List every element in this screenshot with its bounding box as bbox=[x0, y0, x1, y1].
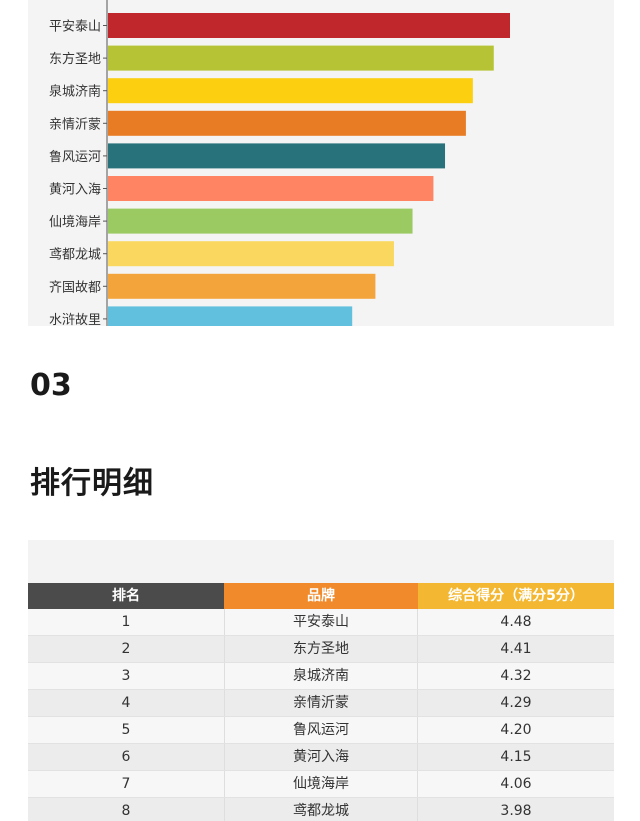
section-title: 排行明细 bbox=[30, 466, 154, 501]
cell-rank: 2 bbox=[121, 641, 131, 657]
header-brand: 品牌 bbox=[224, 583, 418, 609]
ranking-table: 排名 品牌 综合得分（满分5分） 1 平安泰山 4.48 2 东方圣地 4.41 3 泉城济南… bbox=[28, 540, 614, 821]
category-label: 平安泰山 bbox=[49, 20, 101, 35]
category-label: 亲情沂蒙 bbox=[49, 117, 101, 132]
bar-chart-panel: 平安泰山东方圣地泉城济南亲情沂蒙鲁风运河黄河入海仙境海岸鸢都龙城齐国故都水浒故里 bbox=[28, 0, 614, 326]
category-label: 泉城济南 bbox=[49, 84, 101, 100]
header-rank: 排名 bbox=[28, 583, 224, 609]
bar bbox=[108, 176, 434, 201]
bar bbox=[108, 78, 473, 104]
cell-score: 4.32 bbox=[500, 668, 532, 684]
cell-score: 4.15 bbox=[500, 749, 532, 765]
category-label: 齐国故都 bbox=[49, 279, 101, 295]
table-row: 7 仙境海岸 4.06 bbox=[28, 771, 614, 798]
cell-score: 4.41 bbox=[500, 641, 532, 657]
cell-rank: 4 bbox=[121, 695, 131, 711]
cell-brand: 鲁风运河 bbox=[224, 717, 418, 743]
category-label: 水浒故里 bbox=[49, 313, 101, 326]
cell-brand: 平安泰山 bbox=[224, 609, 418, 635]
bar bbox=[108, 45, 494, 71]
table-row: 1 平安泰山 4.48 bbox=[28, 609, 614, 636]
category-label: 鸢都龙城 bbox=[49, 248, 101, 263]
category-label: 鲁风运河 bbox=[49, 150, 101, 165]
cell-rank: 5 bbox=[121, 722, 131, 738]
bar bbox=[108, 110, 466, 136]
table-row: 8 鸢都龙城 3.98 bbox=[28, 798, 614, 821]
cell-brand: 仙境海岸 bbox=[224, 771, 418, 797]
bar bbox=[108, 208, 413, 234]
cell-score: 4.29 bbox=[500, 695, 532, 711]
cell-rank: 1 bbox=[121, 614, 131, 630]
bar bbox=[108, 13, 510, 38]
bar bbox=[108, 273, 376, 299]
cell-rank: 8 bbox=[121, 803, 131, 819]
cell-brand: 泉城济南 bbox=[224, 663, 418, 689]
table-row: 3 泉城济南 4.32 bbox=[28, 663, 614, 690]
table-row: 5 鲁风运河 4.20 bbox=[28, 717, 614, 744]
table-row: 2 东方圣地 4.41 bbox=[28, 636, 614, 663]
category-label: 仙境海岸 bbox=[49, 215, 101, 230]
bar bbox=[108, 306, 353, 326]
table-body: 1 平安泰山 4.48 2 东方圣地 4.41 3 泉城济南 4.32 4 亲情沂蒙 4.29 5 鲁风运… bbox=[28, 609, 614, 821]
cell-brand: 亲情沂蒙 bbox=[224, 690, 418, 716]
category-label: 东方圣地 bbox=[49, 51, 101, 67]
bar bbox=[108, 143, 446, 169]
cell-score: 4.48 bbox=[500, 614, 532, 630]
category-label: 黄河入海 bbox=[49, 183, 101, 198]
cell-score: 4.20 bbox=[500, 722, 532, 738]
header-score: 综合得分（满分5分） bbox=[418, 583, 614, 609]
cell-brand: 黄河入海 bbox=[224, 744, 418, 770]
cell-score: 4.06 bbox=[500, 776, 532, 792]
cell-brand: 鸢都龙城 bbox=[224, 798, 418, 821]
cell-rank: 6 bbox=[121, 749, 131, 765]
section-number: 03 bbox=[30, 368, 72, 403]
table-header: 排名 品牌 综合得分（满分5分） bbox=[28, 583, 614, 609]
cell-score: 3.98 bbox=[500, 803, 532, 819]
table-row: 4 亲情沂蒙 4.29 bbox=[28, 690, 614, 717]
cell-rank: 7 bbox=[121, 776, 131, 792]
table-row: 6 黄河入海 4.15 bbox=[28, 744, 614, 771]
bar bbox=[108, 241, 394, 267]
cell-brand: 东方圣地 bbox=[224, 636, 418, 662]
cell-rank: 3 bbox=[121, 668, 131, 684]
